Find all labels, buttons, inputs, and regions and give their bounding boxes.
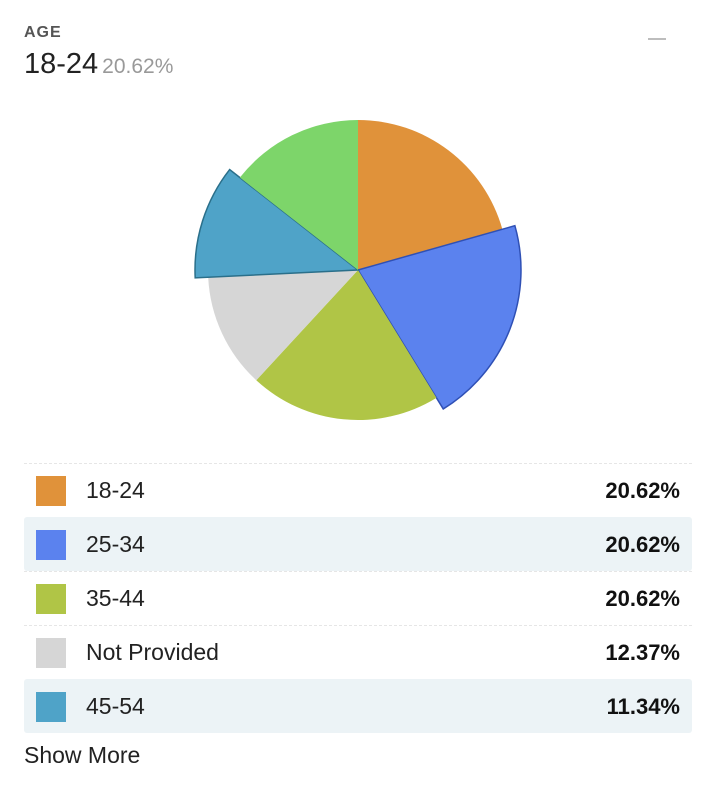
legend-row-35-44[interactable]: 35-44 20.62% — [24, 571, 692, 625]
legend-value: 20.62% — [605, 477, 680, 503]
legend-swatch — [36, 475, 66, 506]
legend-swatch — [36, 529, 66, 560]
selected-category: 18-24 — [24, 48, 99, 80]
legend-value: 12.37% — [605, 639, 680, 665]
legend-label: Not Provided — [86, 639, 219, 665]
legend-row-18-24[interactable]: 18-24 20.62% — [24, 463, 692, 517]
legend-row-25-34[interactable]: 25-34 20.62% — [24, 517, 692, 571]
legend-value: 20.62% — [605, 531, 680, 557]
widget-title: AGE — [24, 24, 62, 41]
legend-swatch — [36, 583, 66, 614]
pie-slice-35-44[interactable] — [256, 270, 437, 421]
legend-value: 11.34% — [606, 693, 680, 719]
legend-swatch — [36, 691, 66, 722]
pie-slice-other[interactable] — [239, 119, 358, 270]
pie-slice-25-34[interactable] — [356, 224, 522, 410]
selected-summary: 18-24 20.62% — [24, 48, 173, 81]
legend-label: 45-54 — [86, 693, 145, 719]
legend-label: 18-24 — [86, 477, 145, 503]
selected-percent: 20.62% — [102, 55, 174, 78]
pie-slice-18-24[interactable] — [358, 119, 503, 270]
pie-chart — [194, 119, 522, 421]
collapse-button[interactable] — [648, 38, 666, 40]
show-more-link[interactable]: Show More — [24, 742, 141, 768]
legend-label: 35-44 — [86, 585, 145, 611]
legend-swatch — [36, 637, 66, 668]
legend-value: 20.62% — [605, 585, 680, 611]
pie-slice-45-54[interactable] — [194, 168, 361, 279]
legend-label: 25-34 — [86, 531, 145, 557]
legend-row-not-provided[interactable]: Not Provided 12.37% — [24, 625, 692, 679]
legend: 18-24 20.62% 25-34 20.62% 35-44 20.62% N… — [24, 463, 692, 733]
legend-row-45-54[interactable]: 45-54 11.34% — [24, 679, 692, 733]
pie-slice-not-provided[interactable] — [208, 270, 358, 381]
